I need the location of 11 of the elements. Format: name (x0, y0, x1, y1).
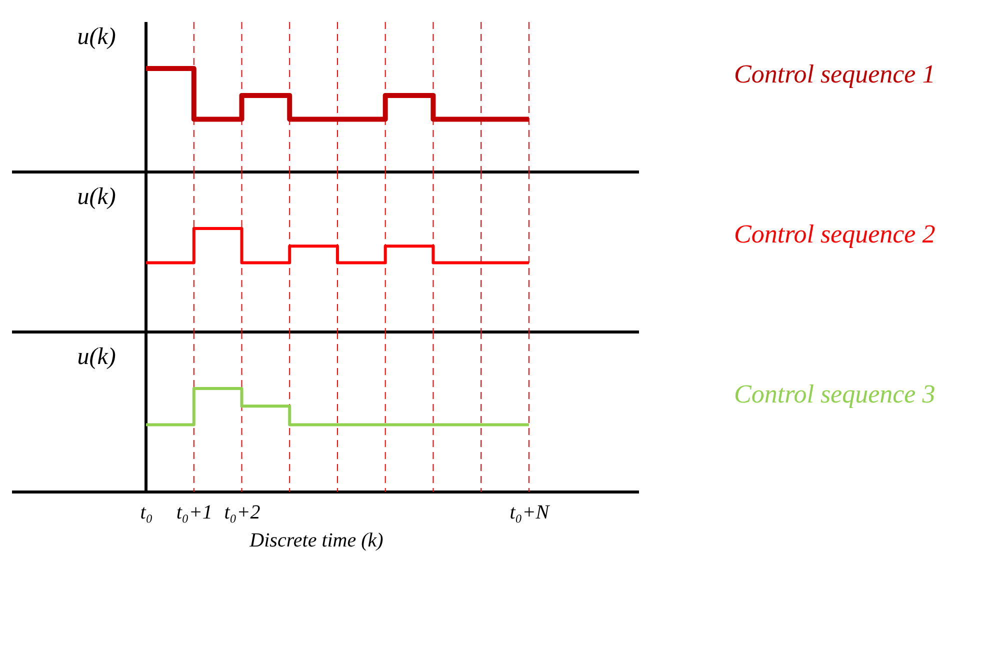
y-axis-title: u(k) (77, 344, 116, 370)
x-tick-label: t₀+N (510, 502, 551, 524)
y-axis-title: u(k) (77, 24, 116, 50)
text: Control sequence 3 (734, 380, 936, 408)
text: Control sequence 1 (734, 60, 936, 88)
x-axis-title: Discrete time (k) (248, 530, 384, 552)
x-tick-label: t₀+2 (224, 502, 260, 524)
x-tick-label: t₀ (140, 502, 153, 524)
text: Control sequence 2 (734, 220, 936, 248)
x-tick-label: t₀+1 (176, 502, 212, 524)
y-axis-title: u(k) (77, 184, 116, 210)
